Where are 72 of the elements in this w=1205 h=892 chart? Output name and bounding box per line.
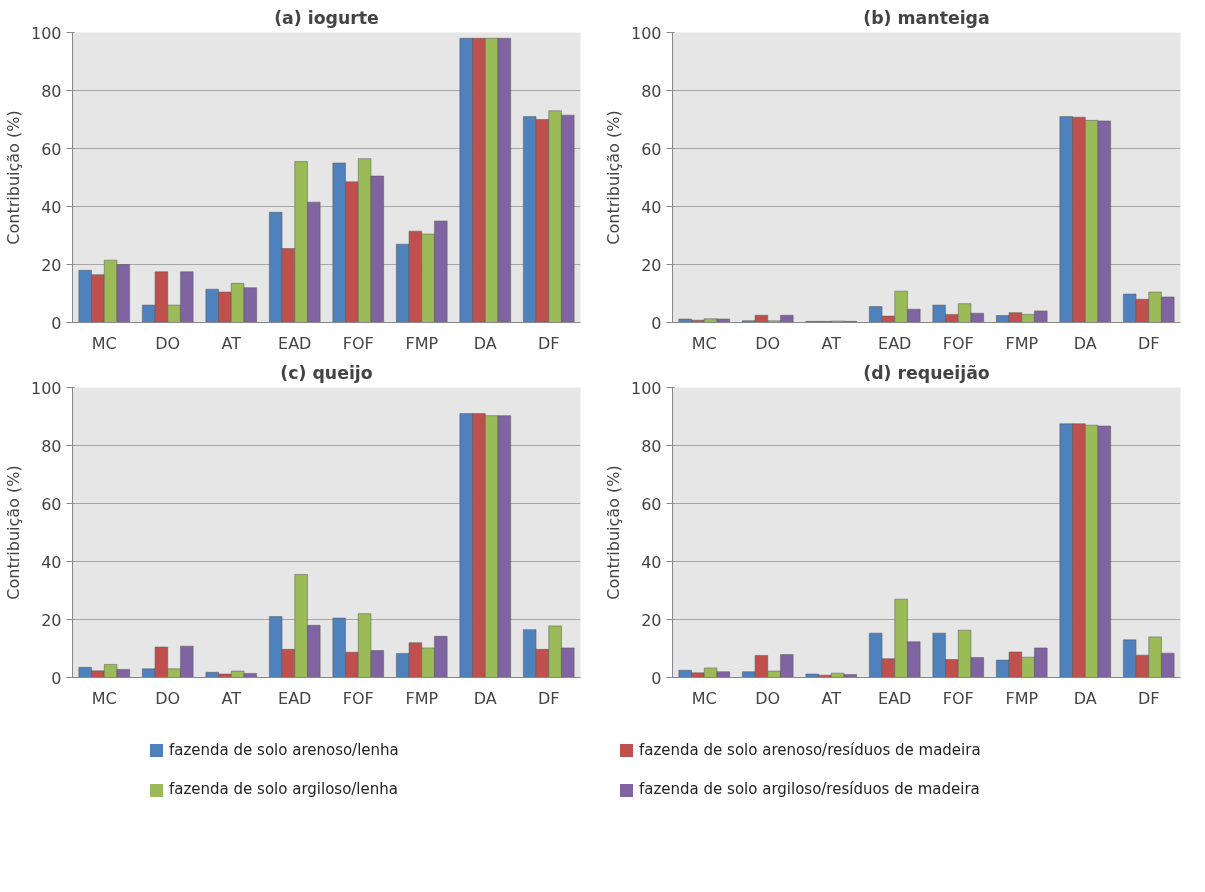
y-axis-title: Contribuição (%) — [3, 110, 23, 245]
x-tick-label: FOF — [942, 333, 974, 353]
x-tick-label: DA — [473, 333, 497, 353]
x-tick-label: DO — [755, 688, 781, 708]
y-axis-title: Contribuição (%) — [603, 110, 623, 245]
chart-title: (c) queijo — [280, 362, 373, 383]
y-tick-label: 40 — [41, 552, 62, 572]
y-tick-label: 0 — [51, 313, 62, 333]
x-tick-label: DO — [155, 333, 181, 353]
x-tick-label: DA — [1073, 688, 1097, 708]
y-tick-label: 0 — [51, 668, 62, 688]
x-tick-label: EAD — [278, 688, 312, 708]
x-tick-label: DF — [537, 688, 560, 708]
x-tick-label: DF — [1137, 688, 1160, 708]
x-tick-label: EAD — [878, 333, 912, 353]
y-tick-label: 40 — [641, 197, 662, 217]
x-tick-label: MC — [91, 688, 117, 708]
y-tick-label: 0 — [651, 668, 662, 688]
x-tick-label: AT — [221, 688, 242, 708]
x-tick-label: AT — [821, 688, 842, 708]
x-tick-label: DF — [1137, 333, 1160, 353]
chart-title: (d) requeijão — [863, 362, 990, 383]
legend-item: fazenda de solo arenoso/resíduos de madeira — [620, 740, 1070, 762]
x-tick-label: MC — [691, 688, 717, 708]
x-tick-label: DA — [1073, 333, 1097, 353]
legend-label: fazenda de solo arenoso/lenha — [169, 740, 399, 761]
y-tick-label: 100 — [30, 378, 62, 398]
y-tick-label: 60 — [41, 139, 62, 159]
x-tick-label: DO — [755, 333, 781, 353]
y-tick-label: 0 — [651, 313, 662, 333]
y-tick-label: 20 — [41, 255, 62, 275]
x-tick-label: FMP — [1005, 333, 1039, 353]
chart-title: (a) iogurte — [274, 7, 379, 28]
y-tick-label: 40 — [641, 552, 662, 572]
y-tick-label: 80 — [641, 436, 662, 456]
legend-label: fazenda de solo argiloso/resíduos de madeira — [639, 779, 980, 801]
legend-label: fazenda de solo argiloso/lenha — [169, 779, 398, 801]
y-tick-label: 80 — [641, 81, 662, 101]
y-tick-label: 100 — [30, 23, 62, 43]
y-tick-label: 80 — [41, 81, 62, 101]
x-tick-label: AT — [821, 333, 842, 353]
legend-item: fazenda de solo arenoso/lenha — [150, 740, 580, 762]
y-tick-label: 100 — [630, 378, 662, 398]
x-tick-label: DO — [155, 688, 181, 708]
x-tick-label: FOF — [342, 333, 374, 353]
x-tick-label: FOF — [942, 688, 974, 708]
chart-title: (b) manteiga — [863, 7, 990, 28]
x-tick-label: DA — [473, 688, 497, 708]
legend-item: fazenda de solo argiloso/resíduos de madeira — [620, 779, 1070, 801]
x-tick-label: EAD — [878, 688, 912, 708]
x-tick-label: AT — [221, 333, 242, 353]
y-tick-label: 20 — [641, 255, 662, 275]
x-tick-label: MC — [91, 333, 117, 353]
y-tick-label: 100 — [630, 23, 662, 43]
y-tick-label: 20 — [641, 610, 662, 630]
y-axis-title: Contribuição (%) — [603, 465, 623, 600]
y-tick-label: 20 — [41, 610, 62, 630]
y-tick-label: 60 — [41, 494, 62, 514]
x-tick-label: MC — [691, 333, 717, 353]
y-axis-title: Contribuição (%) — [3, 465, 23, 600]
y-tick-label: 60 — [641, 139, 662, 159]
x-tick-label: FMP — [1005, 688, 1039, 708]
y-tick-label: 80 — [41, 436, 62, 456]
x-tick-label: FMP — [405, 688, 439, 708]
x-tick-label: DF — [537, 333, 560, 353]
x-tick-label: FMP — [405, 333, 439, 353]
legend-item: fazenda de solo argiloso/lenha — [150, 779, 580, 801]
x-tick-label: EAD — [278, 333, 312, 353]
x-tick-label: FOF — [342, 688, 374, 708]
y-tick-label: 40 — [41, 197, 62, 217]
y-tick-label: 60 — [641, 494, 662, 514]
legend-label: fazenda de solo arenoso/resíduos de madeira — [639, 740, 981, 761]
